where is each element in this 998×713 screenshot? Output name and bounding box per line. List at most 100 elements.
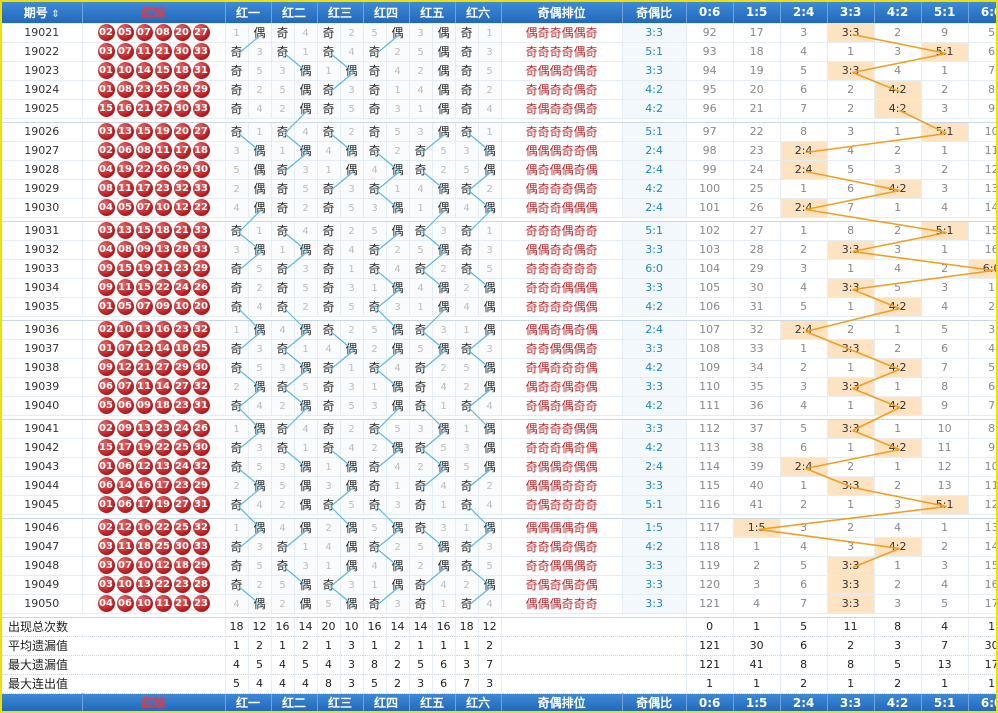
zone-6-odd: 奇 xyxy=(455,99,479,119)
miss-count: 2 xyxy=(302,302,309,313)
draw-row: 19032 04 08 09 13 28 33 3 偶 1 偶奇 4 奇 2 5 偶奇 3 偶偶奇奇偶奇 3:3 10… xyxy=(2,240,996,260)
zone-2-even: 偶 xyxy=(294,594,318,614)
parity-mark: 奇 xyxy=(322,280,335,295)
miss-count: 8 xyxy=(847,224,855,237)
miss-count: 22 xyxy=(749,125,764,138)
ratio-distribution-4: 3:3 xyxy=(827,377,875,397)
miss-count: 101 xyxy=(699,201,721,214)
zone-3-even: 2 xyxy=(340,23,364,43)
sort-icon[interactable]: ⇕ xyxy=(47,8,60,20)
zone-6-odd: 5 xyxy=(455,358,479,378)
miss-count: 6 xyxy=(800,441,808,454)
header-row-issue-cell[interactable]: 期号 ⇕ xyxy=(2,2,83,24)
zone-4-odd: 5 xyxy=(363,320,387,340)
red-ball: 03 xyxy=(97,123,115,140)
zone-3-odd: 1 xyxy=(317,457,341,477)
ratio-distribution-2: 28 xyxy=(733,240,781,260)
red-ball: 31 xyxy=(192,496,210,513)
zone-6-odd: 奇 xyxy=(455,221,479,241)
zone-4-even: 偶 xyxy=(386,438,410,458)
red-ball: 11 xyxy=(154,595,172,612)
zone-4-even: 3 xyxy=(386,297,410,317)
miss-count: 10 xyxy=(937,422,952,435)
red-ball: 04 xyxy=(97,595,115,612)
miss-count: 2 xyxy=(256,85,263,96)
miss-count: 4 xyxy=(325,344,332,355)
miss-count: 4 xyxy=(941,201,949,214)
ratio-distribution-6: 5:1 xyxy=(921,221,969,241)
stats-blank xyxy=(501,636,687,656)
miss-count: 2 xyxy=(348,325,355,336)
parity-ratio: 4:2 xyxy=(622,297,687,317)
zone-2-even: 偶 xyxy=(294,240,318,260)
miss-count: 1 xyxy=(279,245,286,256)
parity-mark: 偶 xyxy=(345,539,358,554)
ratio-hit-marker: 5:1 xyxy=(921,495,968,513)
footer-row-issue-cell[interactable] xyxy=(2,693,83,711)
zone-6-odd: 奇 xyxy=(455,495,479,515)
zone-6-odd: 1 xyxy=(455,320,479,340)
ratio-distribution-5: 4:2 xyxy=(874,99,922,119)
red-ball: 28 xyxy=(173,241,191,258)
draw-row: 19045 01 06 17 19 27 31 奇 4 2 偶奇 5 奇 3 奇 1 奇 4 奇偶奇奇奇奇 5:1 11… xyxy=(2,495,996,515)
parity-mark: 奇 xyxy=(276,162,289,177)
zone-6-odd: 奇 xyxy=(455,80,479,100)
footer-row: 红球 红一 红二 红三 红四 红五 红六 奇偶排位 奇偶比 0:6 1:5 2:4 3:3 4:2 5:1 6… xyxy=(2,693,996,711)
issue-header[interactable]: 期号 xyxy=(23,5,48,20)
draw-row: 19029 08 11 17 23 32 33 2 偶奇 5 奇 3 奇 1 4 偶奇 2 偶奇奇奇偶奇 4:2 10… xyxy=(2,179,996,199)
parity-mark: 奇 xyxy=(322,82,335,97)
zone-3-even: 偶 xyxy=(340,61,364,81)
ratio-distribution-7: 5 xyxy=(968,358,996,378)
parity-mark: 偶 xyxy=(299,596,312,611)
zone-1-even: 5 xyxy=(248,457,272,477)
parity-ratio: 2:4 xyxy=(622,141,687,161)
zone-1-odd: 奇 xyxy=(225,42,249,62)
zone-6-even: 偶 xyxy=(478,358,502,378)
parity-mark: 偶 xyxy=(253,162,266,177)
miss-count: 4 xyxy=(233,203,240,214)
zone-3-even: 1 xyxy=(340,259,364,279)
miss-count: 4 xyxy=(302,424,309,435)
ratio-distribution-5: 2 xyxy=(874,141,922,161)
ratio-distribution-5: 4:2 xyxy=(874,358,922,378)
stats-label: 平均遗漏值 xyxy=(2,636,226,656)
zone-1-odd: 1 xyxy=(225,419,249,439)
zone-3-odd: 奇 xyxy=(317,320,341,340)
parity-order: 奇奇偶奇偶奇 xyxy=(501,537,623,557)
red-ball: 20 xyxy=(173,24,191,41)
ratio-distribution-3: 7 xyxy=(780,594,828,614)
miss-count: 3 xyxy=(417,28,424,39)
zone-1-even: 2 xyxy=(248,575,272,595)
zone-2-even: 3 xyxy=(294,556,318,576)
parity-mark: 奇 xyxy=(322,124,335,139)
red-ball: 16 xyxy=(116,100,134,117)
parity-mark: 奇 xyxy=(368,497,381,512)
miss-count: 1 xyxy=(302,47,309,58)
footer-row-ratio-col-5: 4:2 xyxy=(874,693,922,711)
parity-order: 偶偶奇偶奇偶 xyxy=(501,320,623,340)
miss-count: 4 xyxy=(348,443,355,454)
stats-blank xyxy=(501,655,687,675)
miss-count: 3 xyxy=(233,146,240,157)
red-ball: 29 xyxy=(192,477,210,494)
zone-4-even: 偶 xyxy=(386,221,410,241)
issue-number: 19025 xyxy=(2,99,83,119)
ratio-distribution-7: 8 xyxy=(968,419,996,439)
zone-5-odd: 2 xyxy=(409,61,433,81)
parity-mark: 偶 xyxy=(253,478,266,493)
stats-zone-value: 1 xyxy=(409,636,433,656)
red-ball: 27 xyxy=(173,496,191,513)
zone-3-even: 偶 xyxy=(340,556,364,576)
miss-count: 2 xyxy=(256,580,263,591)
miss-count: 99 xyxy=(702,163,717,176)
miss-count: 5 xyxy=(256,561,263,572)
red-ball: 13 xyxy=(135,420,153,437)
ratio-distribution-3: 4 xyxy=(780,537,828,557)
zone-2-odd: 3 xyxy=(271,61,295,81)
red-ball: 02 xyxy=(97,420,115,437)
zone-2-odd: 1 xyxy=(271,141,295,161)
parity-mark: 偶 xyxy=(253,25,266,40)
parity-mark: 奇 xyxy=(460,341,473,356)
zone-1-odd: 奇 xyxy=(225,297,249,317)
draw-row: 19021 02 05 07 08 20 27 1 偶奇 4 奇 2 5 偶 3 偶奇 1 偶奇奇偶偶奇 3:3 92… xyxy=(2,23,996,43)
